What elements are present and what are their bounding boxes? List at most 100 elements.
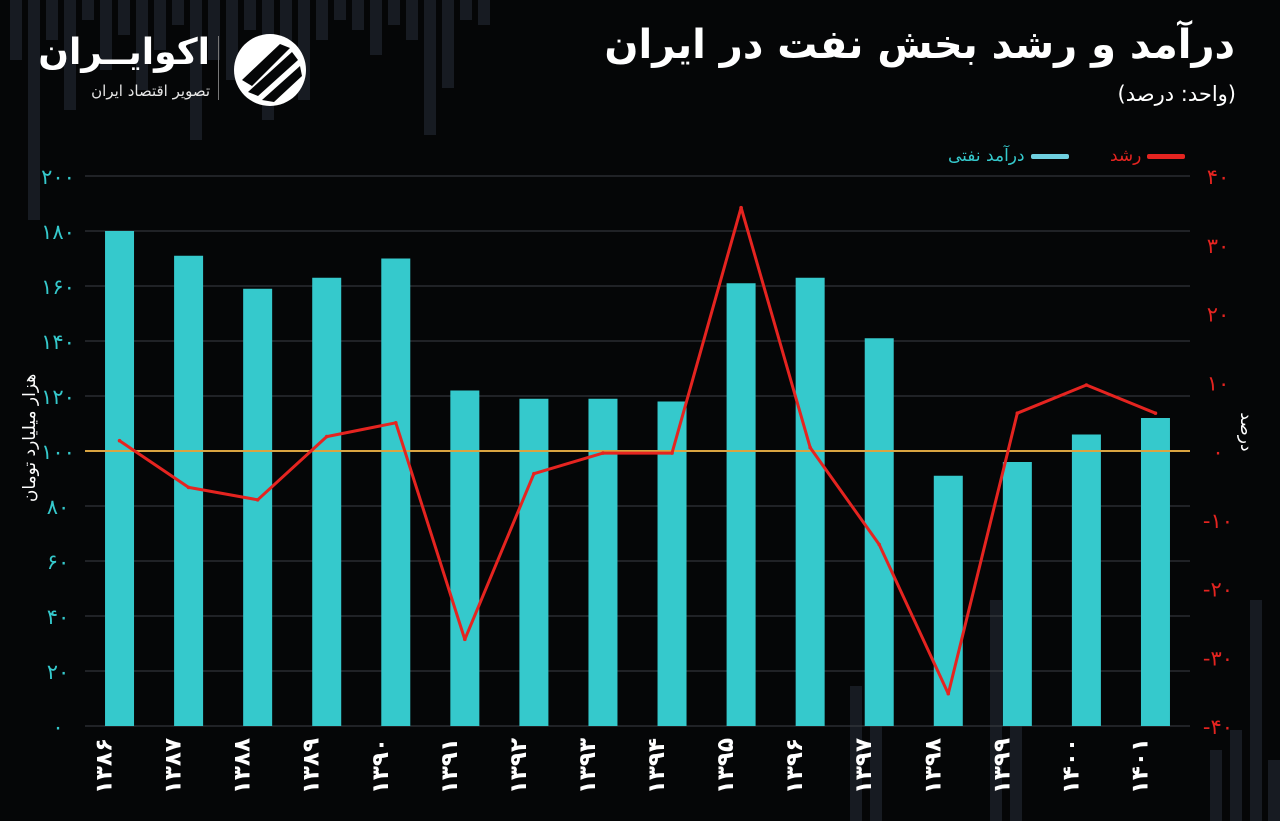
y-tick-right: ۳۰ xyxy=(1207,234,1230,258)
bar-revenue xyxy=(795,277,825,726)
decor-bar-1 xyxy=(28,0,40,220)
decor-bar-19 xyxy=(352,0,364,30)
decor-bar-25 xyxy=(460,0,472,20)
decor-bar-13 xyxy=(244,0,256,30)
point-growth xyxy=(255,498,260,502)
point-growth xyxy=(670,451,674,455)
decor-bar-27 xyxy=(850,686,862,821)
decor-bar-9 xyxy=(172,0,184,25)
decor-bar-21 xyxy=(388,0,400,25)
bar-revenue xyxy=(450,390,480,726)
brand-mark-icon xyxy=(234,34,306,106)
legend-label-revenue: درآمد نفتی xyxy=(948,146,1025,166)
logo-divider xyxy=(218,36,219,100)
y-tick-left: ۱۸۰ xyxy=(41,220,75,244)
x-tick-label: ۱۳۹۷ xyxy=(851,738,877,794)
decor-bar-20 xyxy=(370,0,382,55)
x-tick-label: ۱۳۸۸ xyxy=(230,738,256,794)
point-growth xyxy=(1084,383,1089,387)
decor-bar-4 xyxy=(82,0,94,20)
x-tick-label: ۱۳۹۶ xyxy=(782,738,808,794)
bar-revenue xyxy=(588,398,618,726)
y-axis-right-label: درصد xyxy=(1236,412,1256,452)
x-tick-label: ۱۳۹۱ xyxy=(437,738,463,794)
chart-title: درآمد و رشد بخش نفت در ایران xyxy=(604,22,1235,68)
decor-bar-17 xyxy=(316,0,328,40)
point-growth xyxy=(739,205,743,210)
legend-item-growth: رشد xyxy=(1110,146,1186,172)
x-tick-label: ۱۳۹۰ xyxy=(368,738,394,794)
point-growth xyxy=(117,438,122,443)
x-tick-label: ۱۳۸۷ xyxy=(161,738,187,794)
decor-bar-3 xyxy=(64,0,76,110)
point-growth xyxy=(808,445,812,450)
legend-label-growth: رشد xyxy=(1110,146,1142,166)
x-tick-label: ۱۳۹۹ xyxy=(989,738,1015,794)
chart-subtitle: (واحد: درصد) xyxy=(1117,82,1236,106)
x-tick-label: ۱۳۸۹ xyxy=(299,738,325,794)
x-tick-label: ۱۴۰۰ xyxy=(1058,738,1084,794)
line-growth xyxy=(118,206,1157,696)
y-tick-left: ۲۰ xyxy=(47,660,70,684)
y-tick-right: -۳۰ xyxy=(1203,646,1233,670)
decor-bar-11 xyxy=(208,0,220,60)
point-growth xyxy=(532,471,536,476)
legend-swatch-revenue xyxy=(1030,153,1069,159)
y-tick-left: ۸۰ xyxy=(47,495,70,519)
y-tick-right: -۱۰ xyxy=(1203,509,1233,533)
decor-bar-34 xyxy=(1268,760,1280,821)
bar-revenue xyxy=(519,398,549,726)
decor-bar-24 xyxy=(442,0,454,88)
y-tick-left: ۲۰۰ xyxy=(41,165,75,189)
decor-bar-32 xyxy=(1230,730,1242,821)
point-growth xyxy=(1015,411,1020,415)
decor-bar-7 xyxy=(136,0,148,90)
bar-revenue xyxy=(657,401,687,726)
x-tick-label: ۱۴۰۱ xyxy=(1127,738,1153,794)
bar-revenue xyxy=(174,255,204,726)
decor-bar-33 xyxy=(1250,600,1262,821)
point-growth xyxy=(946,691,951,696)
bar-revenue xyxy=(381,258,411,726)
x-tick-label: ۱۳۹۵ xyxy=(713,738,739,794)
y-tick-left: ۱۲۰ xyxy=(41,385,75,409)
point-growth xyxy=(1153,411,1158,415)
bar-revenue xyxy=(312,277,342,726)
y-tick-right: -۴۰ xyxy=(1203,715,1233,739)
bar-revenue xyxy=(726,283,756,726)
decor-bar-6 xyxy=(118,0,130,35)
y-tick-left: ۱۴۰ xyxy=(41,330,75,354)
x-tick-label: ۱۳۹۲ xyxy=(506,738,532,794)
bar-revenue xyxy=(933,475,963,726)
decor-bar-26 xyxy=(478,0,490,25)
decor-bar-8 xyxy=(154,0,166,50)
point-growth xyxy=(186,485,191,490)
bar-revenue xyxy=(1071,434,1101,726)
point-growth xyxy=(324,434,329,439)
y-tick-left: ۱۶۰ xyxy=(41,275,75,299)
x-tick-label: ۱۳۹۳ xyxy=(575,738,601,794)
legend-swatch-growth xyxy=(1147,153,1186,159)
bar-revenue xyxy=(1140,418,1170,726)
decor-bar-31 xyxy=(1210,750,1222,821)
y-tick-left: ۴۰ xyxy=(47,605,70,629)
decor-bar-22 xyxy=(406,0,418,40)
y-tick-left: ۱۰۰ xyxy=(41,440,75,464)
point-growth xyxy=(877,542,882,547)
brand-tagline: تصویر اقتصاد ایران xyxy=(91,82,210,100)
y-tick-left: ۶۰ xyxy=(47,550,70,574)
brand-logo: اکوایــران تصویر اقتصاد ایران xyxy=(38,30,318,110)
y-axis-left-label: هزار میلیارد تومان xyxy=(20,373,40,503)
decor-bar-5 xyxy=(100,0,112,70)
decor-bar-10 xyxy=(190,0,202,140)
bar-revenue xyxy=(1002,462,1032,726)
decor-bar-28 xyxy=(870,700,882,821)
point-growth xyxy=(601,451,605,455)
brand-name: اکوایــران xyxy=(38,32,210,73)
y-tick-right: -۲۰ xyxy=(1203,578,1233,602)
y-tick-left: ۰ xyxy=(52,715,63,739)
decor-bar-12 xyxy=(226,0,238,80)
bar-revenue xyxy=(105,231,135,726)
y-tick-right: ۴۰ xyxy=(1207,165,1230,189)
x-tick-label: ۱۳۸۶ xyxy=(92,738,118,794)
